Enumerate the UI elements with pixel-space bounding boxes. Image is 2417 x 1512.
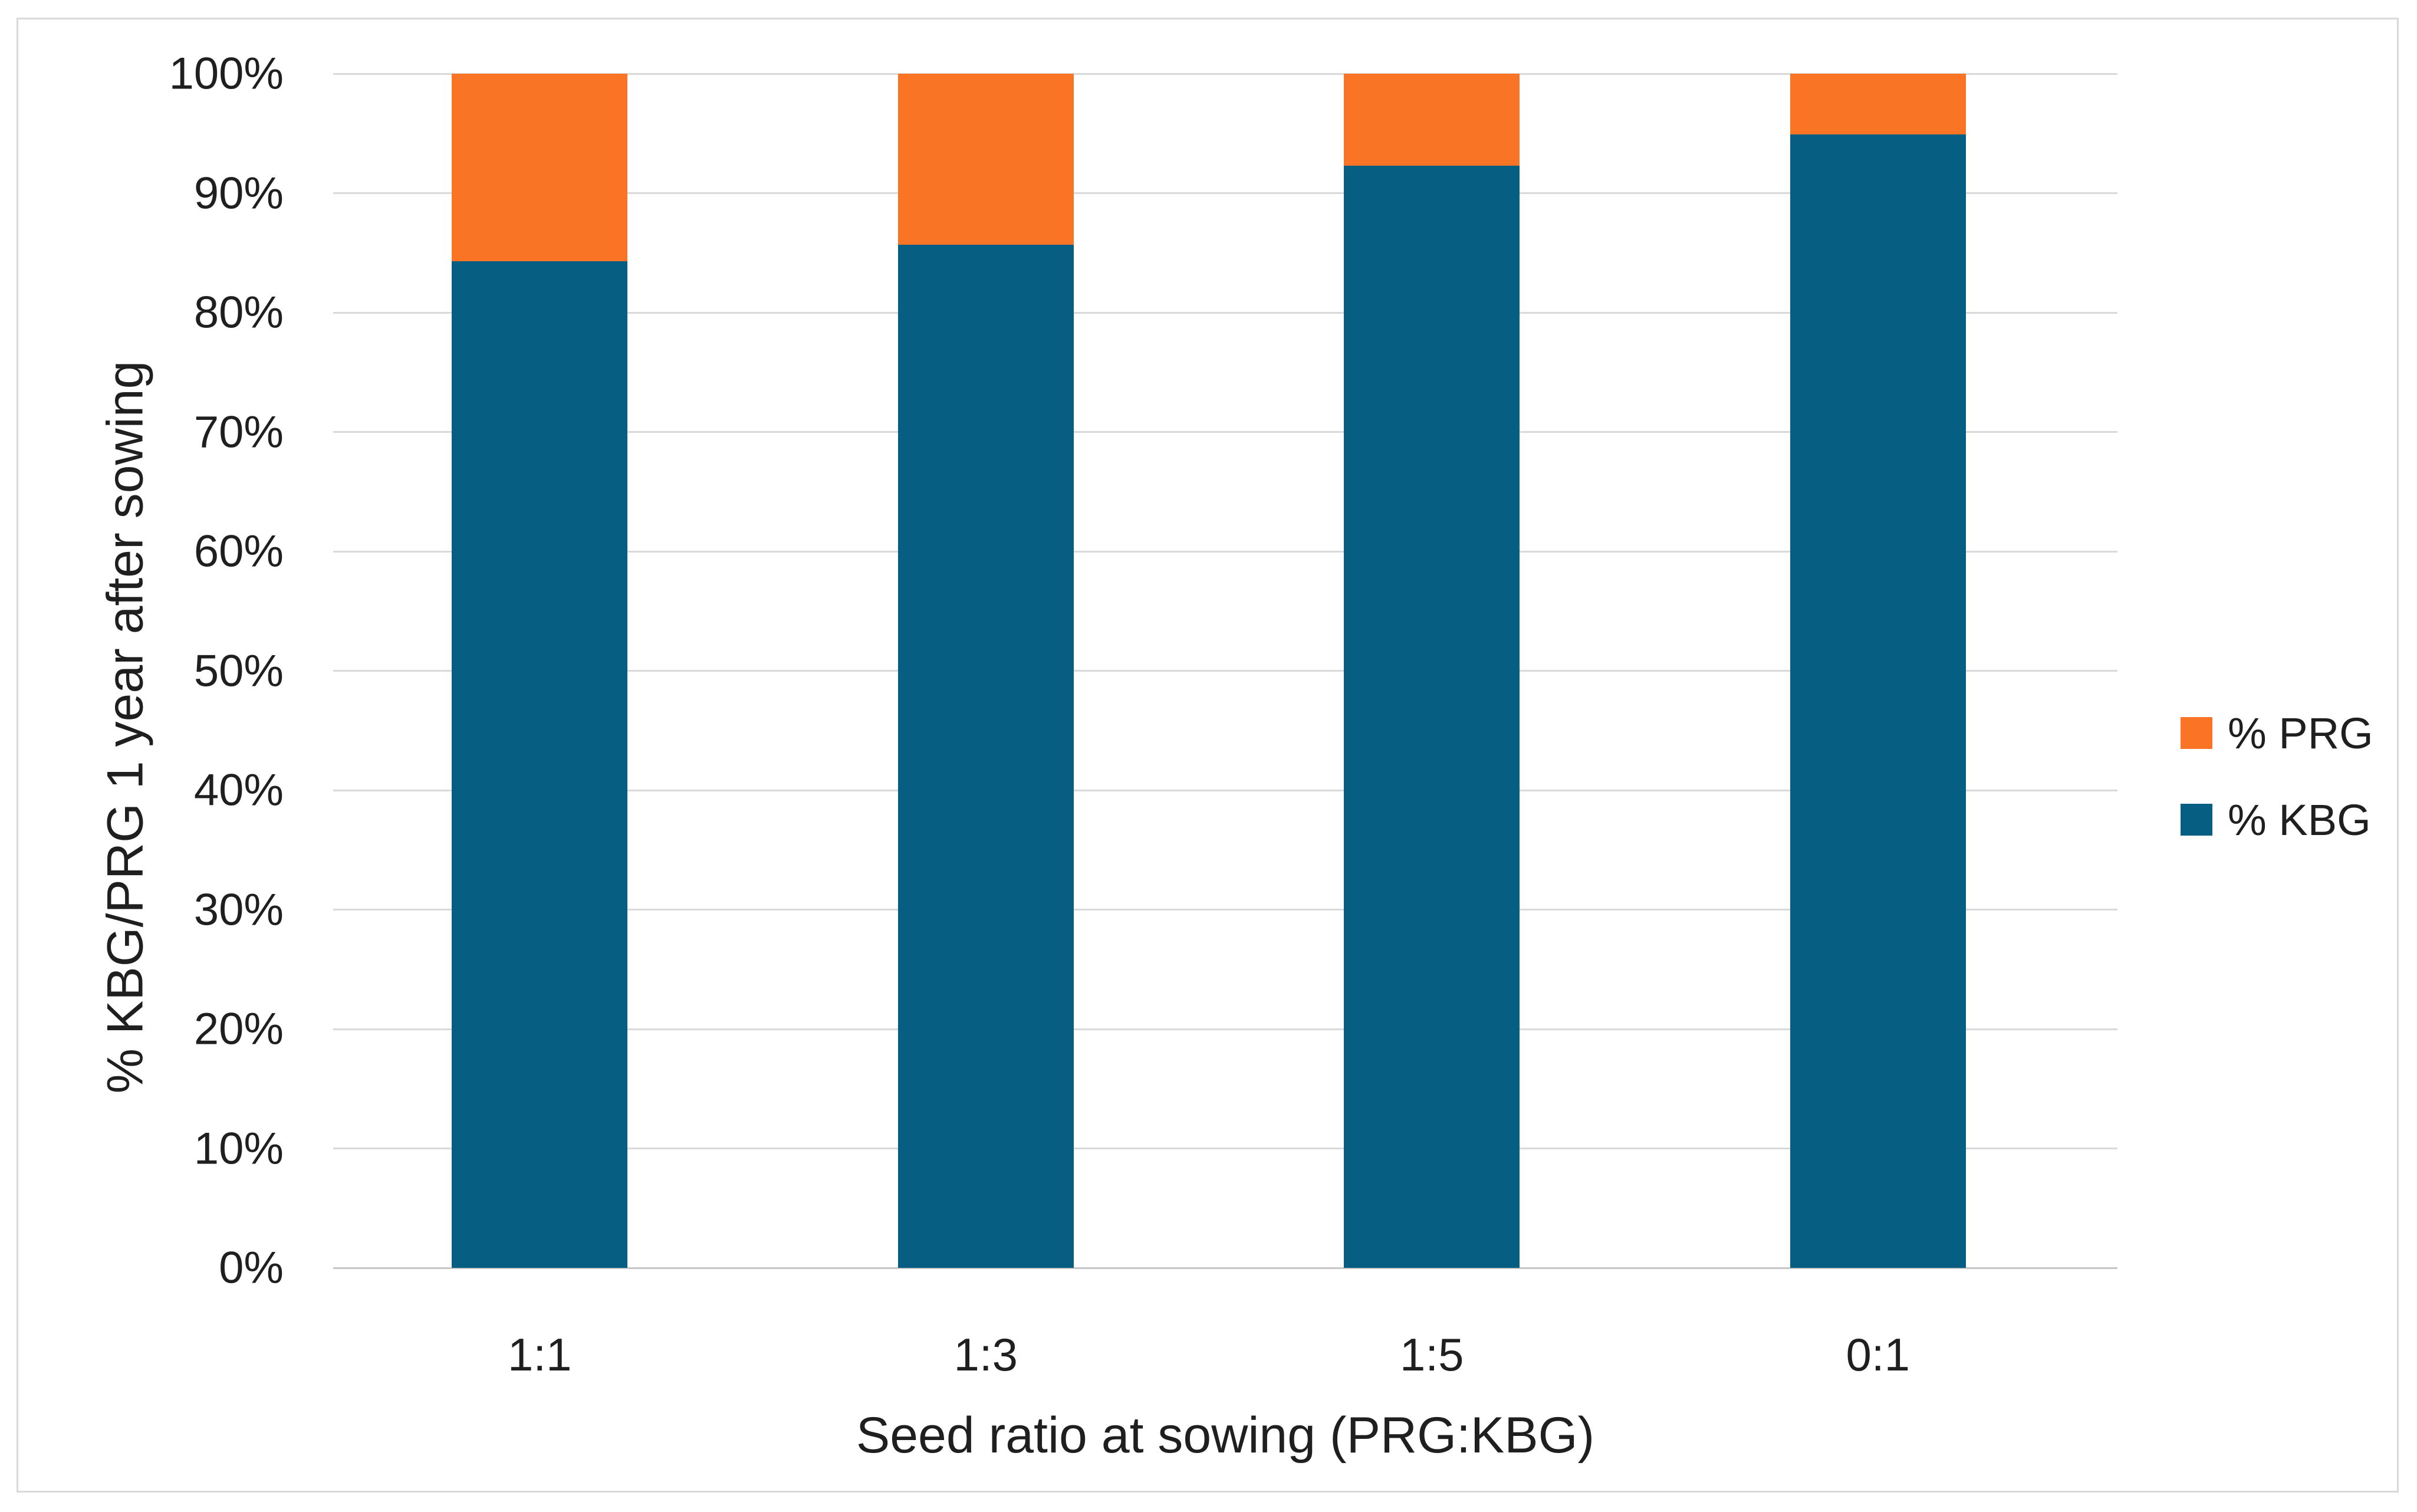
gridline bbox=[333, 1148, 2117, 1149]
bar-segment-prg bbox=[1344, 74, 1520, 166]
legend: % PRG % KBG bbox=[2181, 708, 2373, 844]
legend-label: % KBG bbox=[2228, 795, 2371, 844]
gridline bbox=[333, 73, 2117, 75]
y-tick-label: 60% bbox=[193, 526, 284, 577]
bar-segment-kbg bbox=[1790, 134, 1966, 1268]
legend-item-prg: % PRG bbox=[2181, 708, 2373, 758]
legend-label: % PRG bbox=[2228, 708, 2373, 758]
y-tick-label: 10% bbox=[193, 1123, 284, 1174]
gridline bbox=[333, 550, 2117, 553]
gridline bbox=[333, 670, 2117, 672]
gridline bbox=[333, 789, 2117, 791]
bar-column-0:1 bbox=[1790, 74, 1966, 1268]
legend-swatch-icon bbox=[2181, 717, 2212, 749]
gridline bbox=[333, 909, 2117, 911]
bar-segment-kbg bbox=[452, 261, 628, 1268]
x-tick-label: 1:3 bbox=[953, 1329, 1018, 1380]
x-axis-line bbox=[333, 1267, 2117, 1269]
y-tick-label: 30% bbox=[193, 885, 284, 935]
y-axis-title: % KBG/PRG 1 year after sowing bbox=[97, 360, 154, 1094]
bar-column-1:5 bbox=[1344, 74, 1520, 1268]
chart-frame: % KBG/PRG 1 year after sowing 0% 10% 20% 30… bbox=[17, 18, 2399, 1493]
y-tick-label: 0% bbox=[219, 1243, 284, 1293]
bar-column-1:1 bbox=[452, 74, 628, 1268]
y-tick-label: 80% bbox=[193, 287, 284, 338]
x-tick-label: 1:1 bbox=[508, 1329, 572, 1380]
y-tick-label: 20% bbox=[193, 1004, 284, 1054]
x-tick-label: 0:1 bbox=[1846, 1329, 1910, 1380]
legend-item-kbg: % KBG bbox=[2181, 795, 2373, 844]
bar-segment-prg bbox=[897, 74, 1074, 245]
y-tick-label: 100% bbox=[169, 48, 284, 99]
bar-segment-kbg bbox=[897, 244, 1074, 1268]
gridline bbox=[333, 192, 2117, 194]
y-tick-label: 90% bbox=[193, 168, 284, 218]
x-axis-title: Seed ratio at sowing (PRG:KBG) bbox=[856, 1407, 1595, 1464]
gridline bbox=[333, 1028, 2117, 1030]
y-tick-label: 50% bbox=[193, 646, 284, 696]
y-tick-label: 70% bbox=[193, 407, 284, 457]
bar-segment-kbg bbox=[1344, 165, 1520, 1268]
x-tick-label: 1:5 bbox=[1400, 1329, 1464, 1380]
y-tick-label: 40% bbox=[193, 765, 284, 816]
gridline bbox=[333, 431, 2117, 433]
gridline bbox=[333, 311, 2117, 314]
bar-segment-prg bbox=[452, 74, 628, 261]
bar-column-1:3 bbox=[897, 74, 1074, 1268]
legend-swatch-icon bbox=[2181, 804, 2212, 836]
bar-segment-prg bbox=[1790, 74, 1966, 135]
